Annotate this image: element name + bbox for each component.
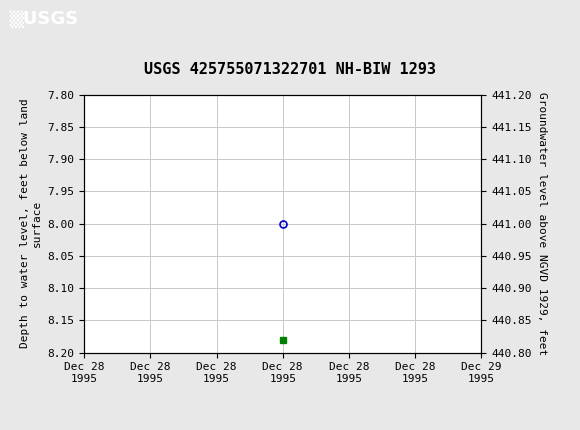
Y-axis label: Depth to water level, feet below land
surface: Depth to water level, feet below land su… bbox=[20, 99, 42, 348]
Y-axis label: Groundwater level above NGVD 1929, feet: Groundwater level above NGVD 1929, feet bbox=[537, 92, 547, 355]
Text: USGS 425755071322701 NH-BIW 1293: USGS 425755071322701 NH-BIW 1293 bbox=[144, 62, 436, 77]
Text: ▒USGS: ▒USGS bbox=[9, 10, 78, 28]
